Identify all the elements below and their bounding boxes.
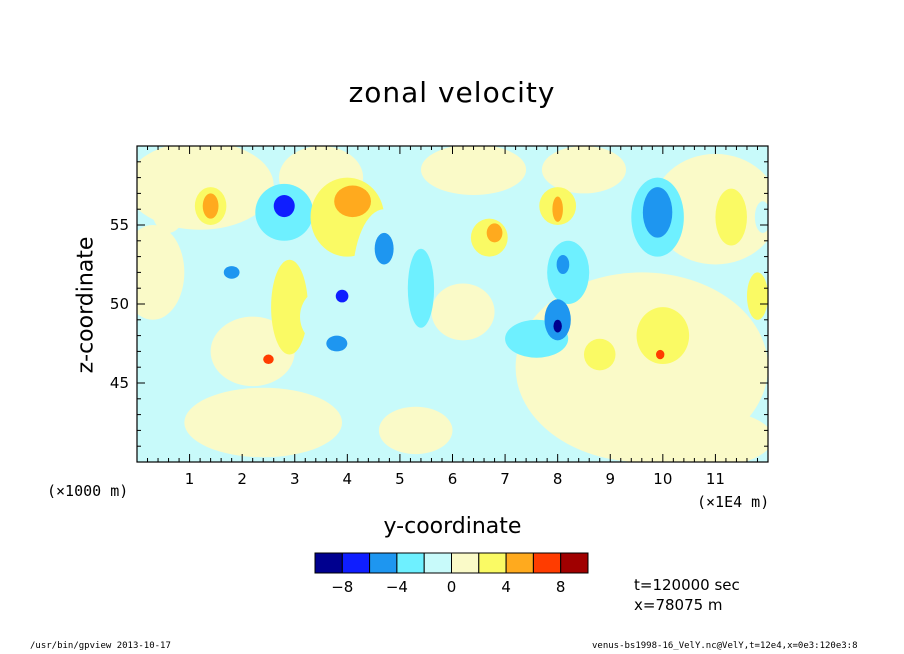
colorbar-cell	[423, 552, 453, 574]
colorbar-tick-label: 0	[447, 578, 457, 596]
contour-region	[352, 209, 416, 352]
y-tick-label: 45	[110, 374, 129, 392]
colorbar-cell	[505, 552, 534, 574]
contour-region	[300, 288, 353, 346]
contour-layer	[137, 146, 768, 462]
colorbar-cell	[451, 552, 480, 574]
colorbar-cell	[369, 552, 398, 574]
contour-region	[374, 232, 394, 265]
colorbar-cell	[396, 552, 425, 574]
contour-region	[552, 196, 563, 222]
position-info: x=78075 m	[634, 596, 723, 614]
contour-region	[553, 319, 562, 333]
contour-region	[556, 255, 570, 274]
footer-right: venus-bs1998-16_VelY.nc@VelY,t=12e4,x=0e…	[592, 641, 858, 651]
x-tick-label: 1	[185, 470, 195, 488]
x-tick-label: 4	[343, 470, 353, 488]
x-tick-label: 7	[500, 470, 510, 488]
x-tick-label: 10	[653, 470, 672, 488]
x-tick-label: 6	[448, 470, 458, 488]
x-tick-label: 2	[237, 470, 247, 488]
x-unit-left: (×1000 m)	[47, 482, 129, 500]
field-patch	[210, 316, 295, 387]
contour-region	[547, 240, 590, 304]
colorbar-cell	[532, 552, 562, 574]
contour-region	[583, 338, 616, 371]
chart-title: zonal velocity	[348, 76, 556, 109]
x-tick-label: 8	[553, 470, 563, 488]
x-tick-label: 5	[395, 470, 405, 488]
x-axis-label: y-coordinate	[383, 514, 522, 539]
contour-region	[334, 185, 371, 218]
contour-region	[263, 354, 274, 365]
contour-region	[715, 188, 747, 246]
contour-region	[271, 259, 308, 355]
field-patch	[541, 146, 627, 194]
time-info: t=120000 sec	[634, 576, 740, 594]
contour-region	[636, 307, 690, 365]
colorbar-tick-label: 8	[556, 578, 566, 596]
contour-region	[150, 169, 187, 233]
x-tick-label: 9	[605, 470, 615, 488]
contour-region	[746, 272, 768, 320]
colorbar-cell	[314, 552, 343, 574]
colorbar-cell	[341, 552, 371, 574]
contour-region	[326, 335, 348, 352]
x-tick-label: 11	[706, 470, 725, 488]
colorbar-cell	[478, 552, 507, 574]
x-tick-label: 3	[290, 470, 300, 488]
contour-region	[407, 248, 435, 328]
field-patch	[420, 146, 527, 195]
contour-region	[642, 187, 673, 238]
colorbar-cell	[560, 552, 589, 574]
contour-region	[273, 194, 295, 218]
field-patch	[378, 406, 453, 455]
contour-region	[202, 193, 219, 219]
y-tick-label: 55	[110, 216, 129, 234]
contour-region	[655, 349, 665, 360]
colorbar-tick-label: 4	[501, 578, 511, 596]
contour-region	[223, 266, 240, 279]
field-patch	[431, 283, 495, 341]
contour-region	[544, 299, 571, 341]
field-patch	[184, 387, 343, 458]
contour-region	[486, 223, 503, 243]
colorbar-tick-label: −4	[386, 578, 408, 596]
field-patch	[605, 406, 768, 462]
y-tick-label: 50	[110, 295, 129, 313]
footer-left: /usr/bin/gpview 2013-10-17	[30, 641, 171, 651]
x-unit-right: (×1E4 m)	[697, 493, 770, 511]
colorbar-tick-label: −8	[331, 578, 353, 596]
contour-region	[335, 289, 349, 303]
field-patch	[137, 225, 185, 320]
